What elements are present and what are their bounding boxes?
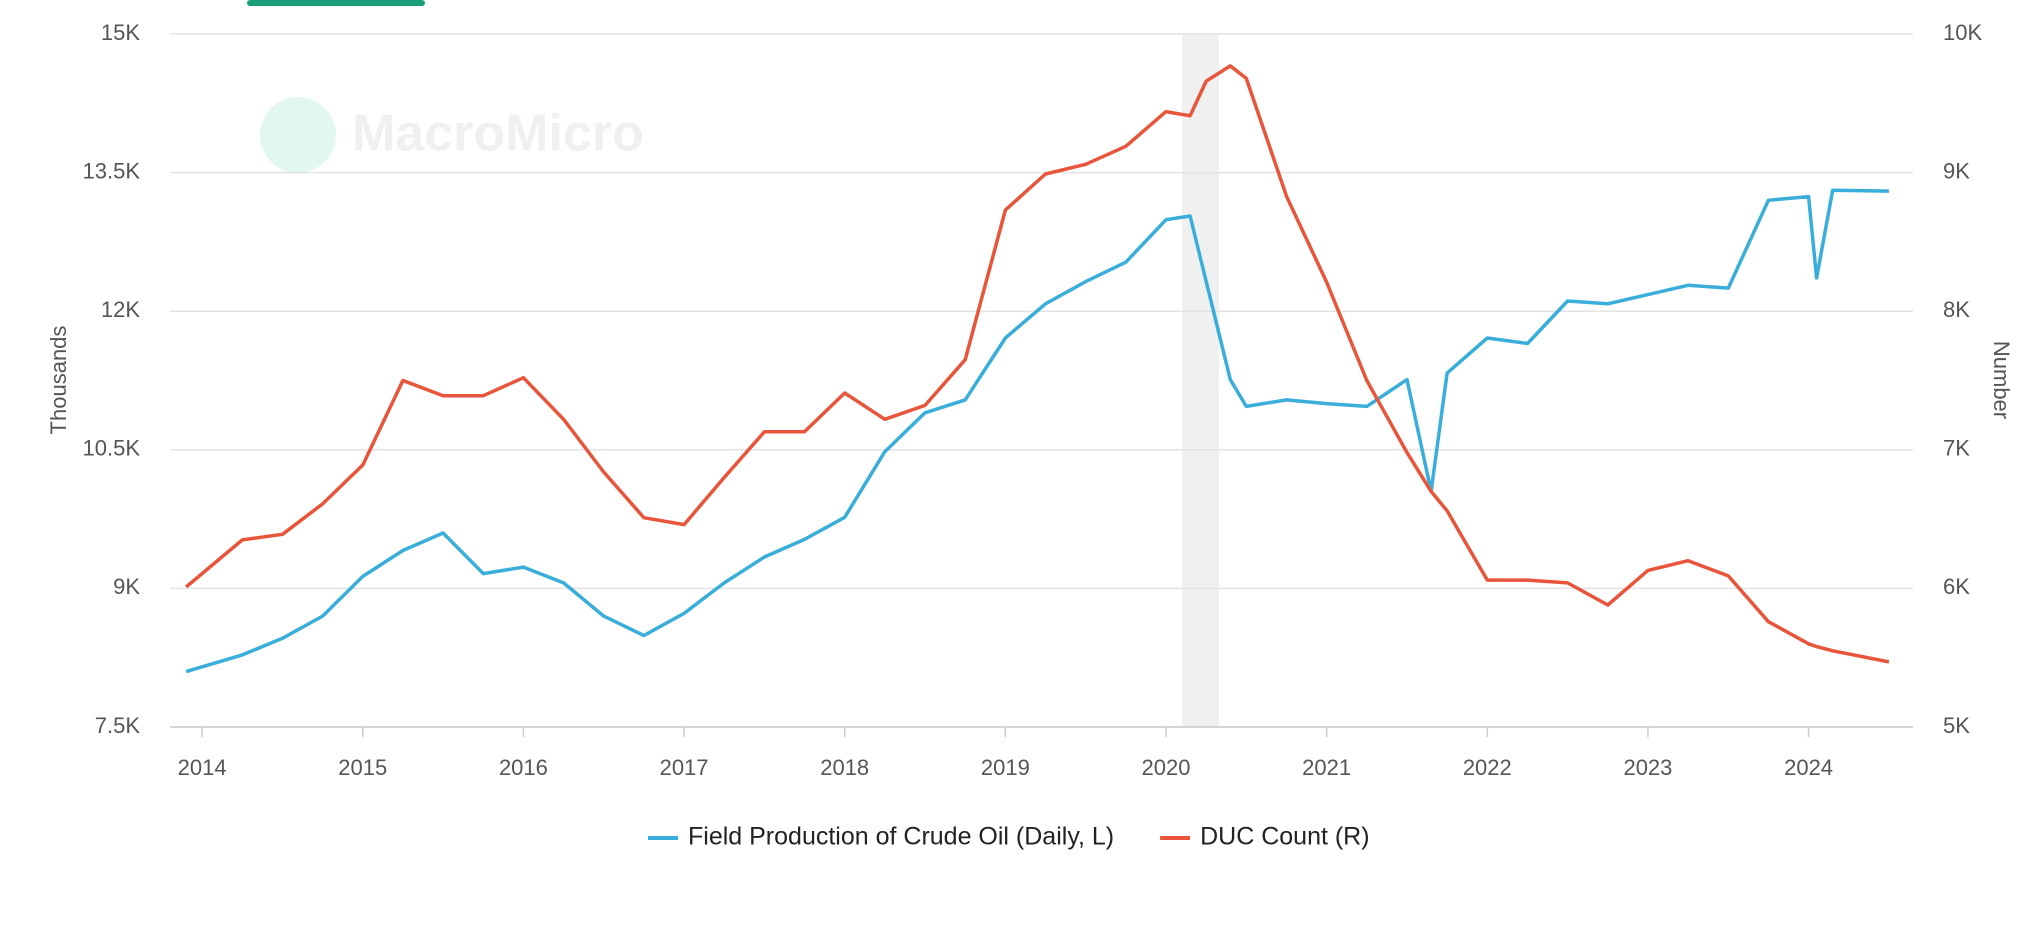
series-line (184, 64, 1890, 664)
watermark-text: MacroMicro (352, 105, 644, 163)
y2-tick-label: 6K (1943, 574, 1970, 599)
y2-tick-label: 10K (1943, 20, 1982, 45)
y2-tick-label: 9K (1943, 158, 1970, 183)
x-tick-label: 2022 (1463, 755, 1512, 780)
x-tick-label: 2017 (660, 755, 709, 780)
legend-label: Field Production of Crude Oil (Daily, L) (688, 823, 1114, 851)
y2-tick-label: 8K (1943, 297, 1970, 322)
y2-tick-label: 5K (1943, 713, 1970, 738)
x-tick-label: 2014 (178, 755, 227, 780)
y-tick-label: 12K (101, 297, 140, 322)
y-tick-label: 13.5K (83, 158, 141, 183)
x-tick-label: 2016 (499, 755, 548, 780)
x-tick-label: 2018 (820, 755, 869, 780)
x-tick-label: 2024 (1784, 755, 1833, 780)
x-tick-label: 2019 (981, 755, 1030, 780)
y2-tick-label: 7K (1943, 436, 1970, 461)
x-tick-label: 2023 (1623, 755, 1672, 780)
y-tick-label: 7.5K (95, 713, 141, 738)
y-axis-label: Thousands (46, 326, 71, 435)
y-tick-label: 15K (101, 20, 140, 45)
y-tick-label: 10.5K (83, 436, 141, 461)
y-tick-label: 9K (113, 574, 140, 599)
y2-axis-label: Number (1989, 341, 2014, 419)
shaded-period (1182, 34, 1220, 727)
watermark: MacroMicro (260, 97, 644, 173)
watermark-logo (260, 97, 336, 173)
x-tick-label: 2015 (338, 755, 387, 780)
x-tick-label: 2020 (1142, 755, 1191, 780)
x-tick-label: 2021 (1302, 755, 1351, 780)
legend-label: DUC Count (R) (1200, 823, 1369, 851)
legend: Field Production of Crude Oil (Daily, L)… (648, 823, 1370, 851)
series-line (185, 188, 1889, 674)
top-button[interactable] (247, 0, 425, 6)
